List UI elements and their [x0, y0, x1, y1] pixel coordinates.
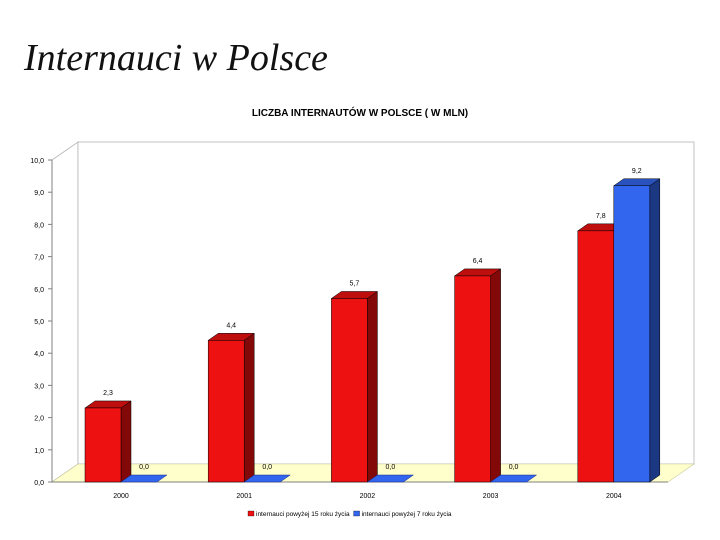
side-wall	[51, 141, 79, 483]
data-label: 9,2	[632, 168, 642, 175]
bar-2001-s2	[243, 474, 291, 483]
data-label: 6,4	[473, 258, 483, 265]
y-tick-label: 5,0	[34, 319, 44, 326]
bar-2001-s1	[207, 340, 245, 483]
legend-label-1: internauci powyżej 15 roku życia	[256, 511, 350, 518]
x-tick-label: 2003	[483, 493, 499, 500]
bar-2003-s1-side	[490, 268, 501, 483]
data-label: 2,3	[103, 390, 113, 397]
y-tick-label: 9,0	[34, 190, 44, 197]
y-tick-label: 4,0	[34, 351, 44, 358]
data-label: 4,4	[226, 322, 236, 329]
data-label: 7,8	[596, 213, 606, 220]
bar-2002-s1-side	[367, 290, 378, 483]
y-tick-label: 8,0	[34, 222, 44, 229]
data-label: 5,7	[350, 280, 360, 287]
bar-2004-s2-side	[649, 178, 661, 483]
bar-2000-s1-side	[120, 400, 132, 483]
legend-swatch-2	[353, 510, 360, 517]
y-tick-label: 7,0	[34, 255, 44, 262]
legend-swatch-1	[247, 510, 255, 517]
x-tick-label: 2004	[606, 493, 622, 500]
bar-2002-s2	[366, 474, 415, 483]
y-tick-label: 3,0	[34, 383, 44, 390]
bar-2002-s1	[331, 298, 368, 483]
data-label: 0,0	[509, 464, 519, 471]
x-tick-label: 2002	[360, 493, 376, 500]
bar-2000-s2	[120, 474, 168, 483]
legend-label-2: internauci powyżej 7 roku życia	[362, 511, 452, 518]
slide-title: Internauci w Polsce	[24, 37, 328, 79]
y-tick-label: 0,0	[34, 480, 44, 487]
bar-2004-s1	[577, 230, 615, 483]
bar-2004-s2	[613, 185, 651, 483]
x-tick-label: 2001	[236, 493, 252, 500]
data-label: 0,0	[139, 464, 149, 471]
y-tick-label: 2,0	[34, 416, 44, 423]
y-tick-label: 1,0	[34, 448, 44, 455]
bar-2003-s2	[489, 474, 538, 483]
bar-2003-s1	[454, 275, 491, 483]
x-tick-label: 2000	[113, 493, 129, 500]
data-label: 0,0	[262, 464, 272, 471]
bar-2000-s1	[84, 407, 122, 483]
chart-title: LICZBA INTERNAUTÓW W POLSCE ( W MLN)	[251, 108, 469, 119]
y-tick-label: 10,0	[30, 158, 44, 165]
bar-2001-s1-side	[243, 332, 255, 483]
y-tick-label: 6,0	[34, 287, 44, 294]
data-label: 0,0	[386, 464, 396, 471]
